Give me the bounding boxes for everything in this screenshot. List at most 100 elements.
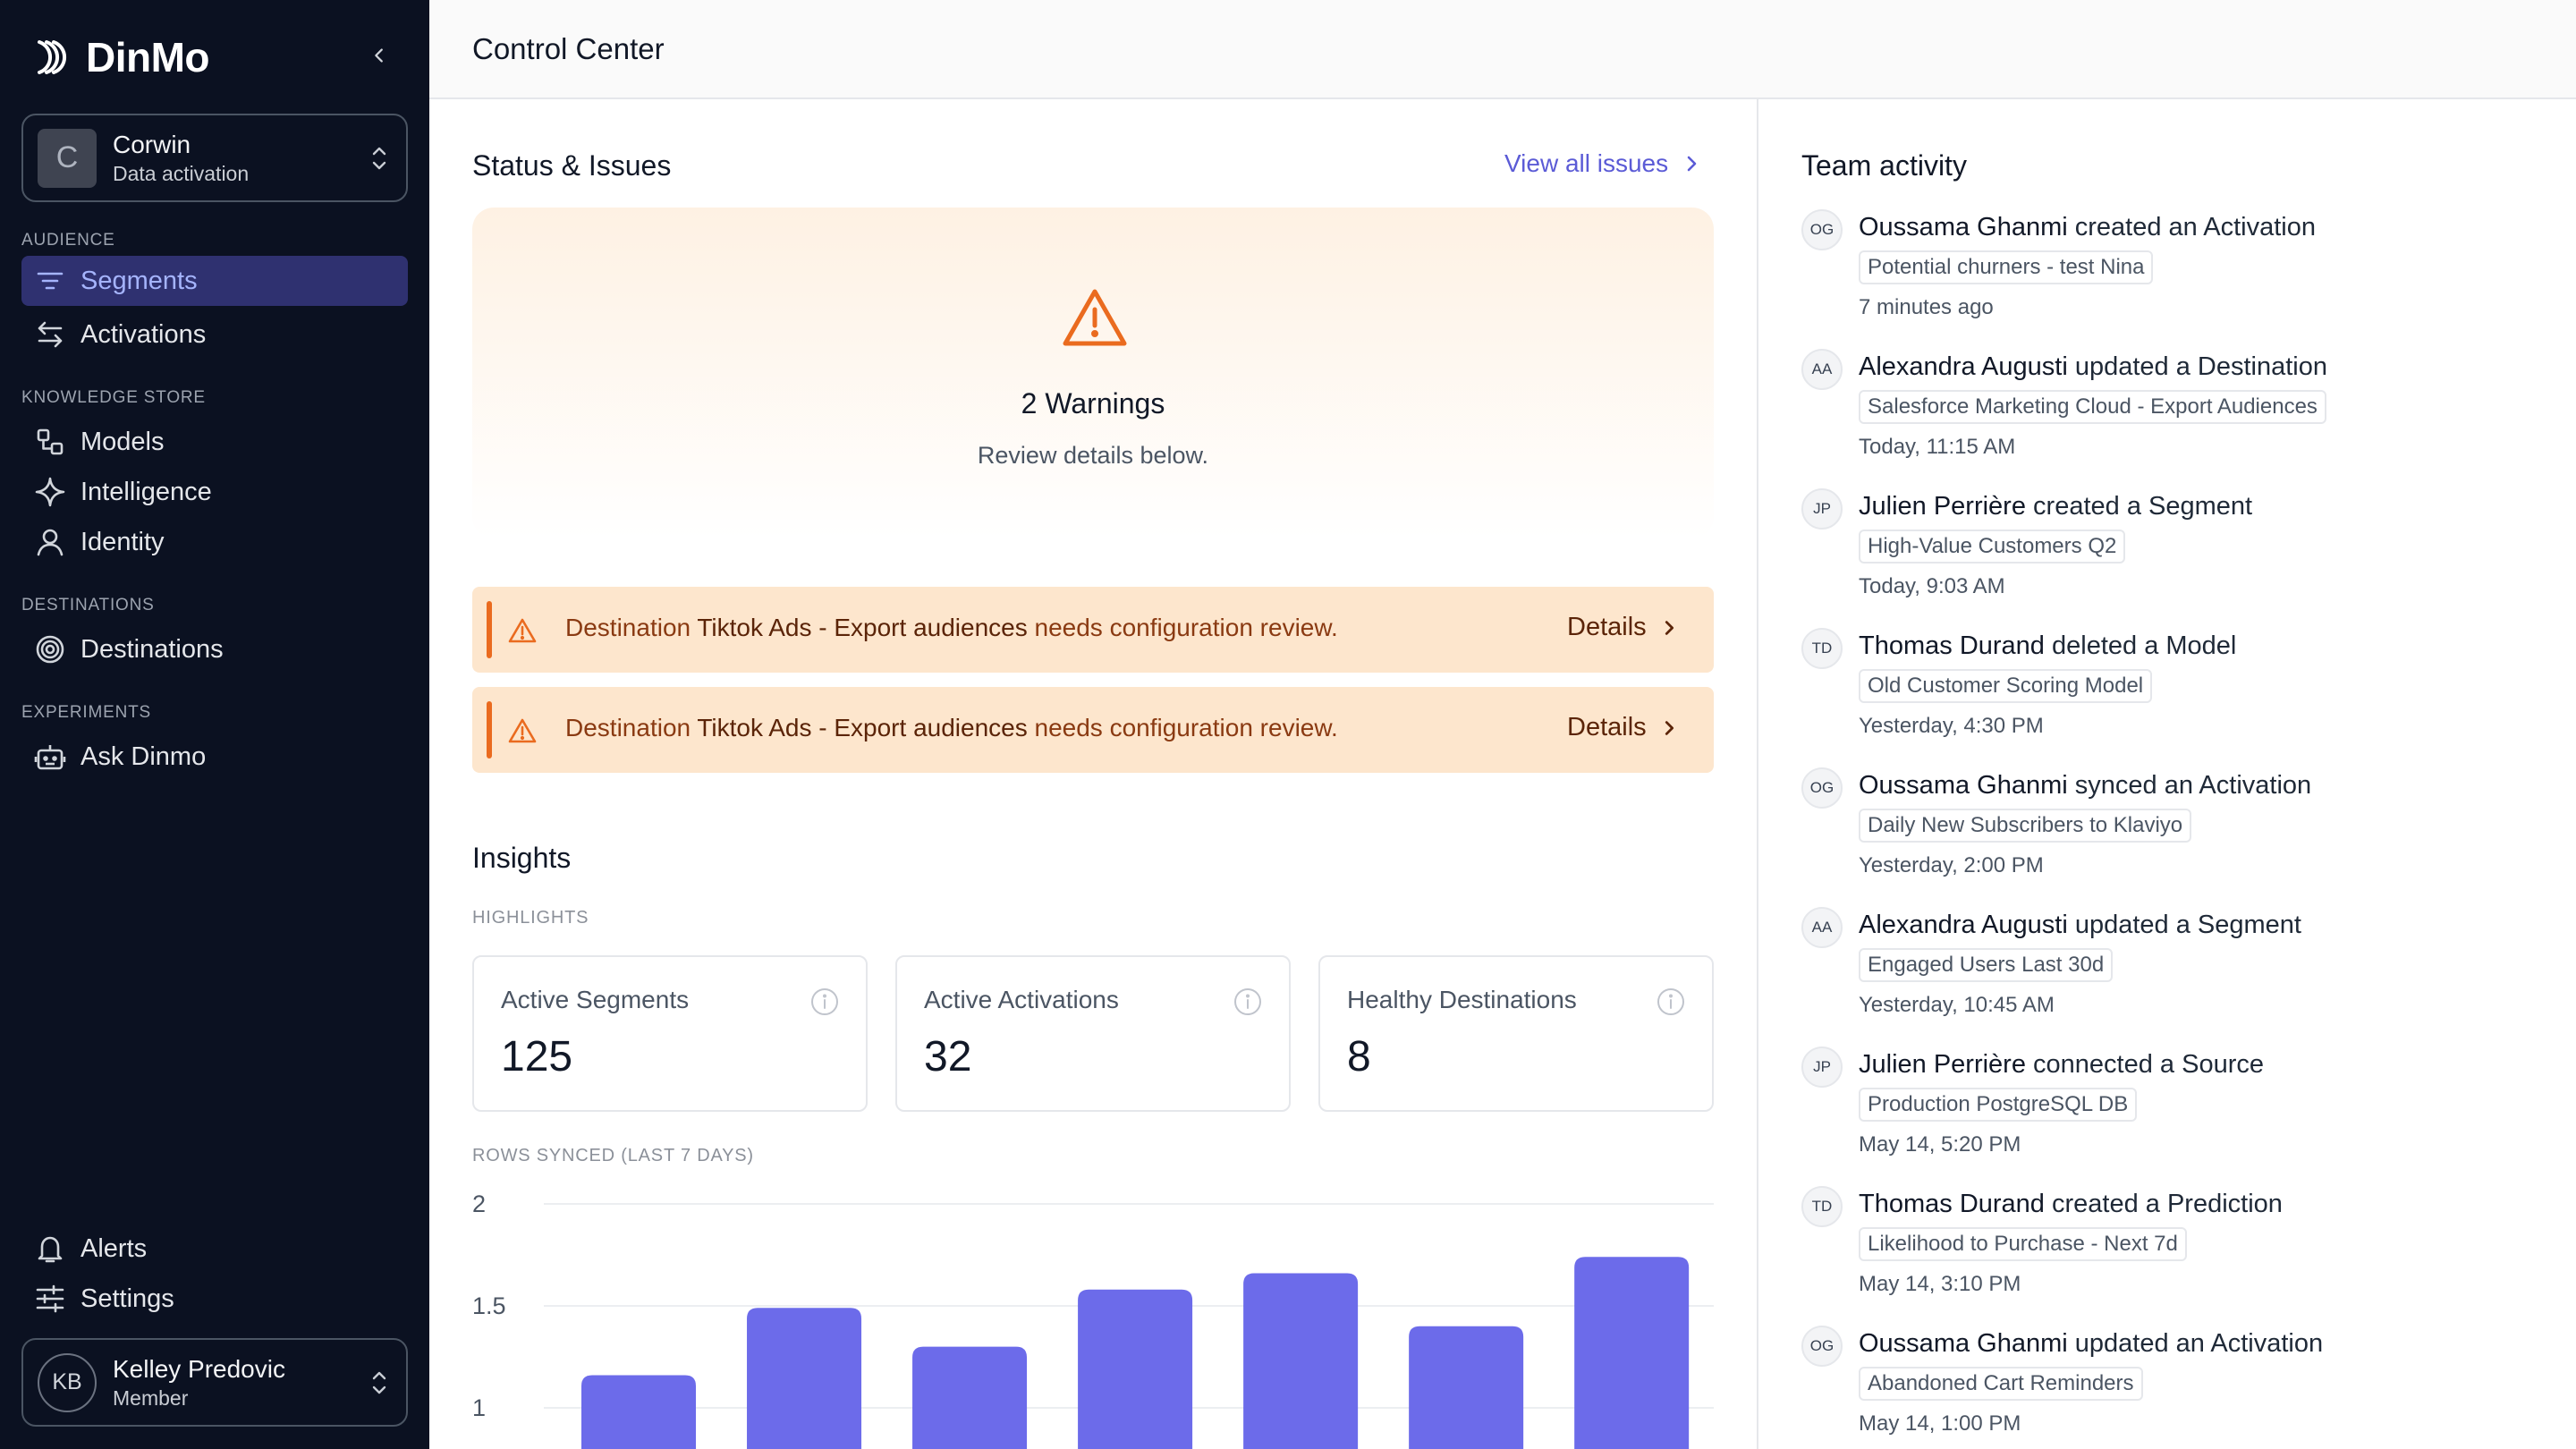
sparkle-icon [35,477,65,507]
sidebar-item-label: Settings [80,1284,174,1313]
sidebar-item-label: Destinations [80,634,224,664]
view-all-issues-label: View all issues [1504,149,1669,177]
activity-object-tag[interactable]: Salesforce Marketing Cloud - Export Audi… [1859,390,2326,424]
sidebar-item-activations[interactable]: Activations [21,309,408,360]
target-icon [36,635,64,664]
panel-divider [1757,99,1758,1449]
section-experiments: EXPERIMENTS [21,703,151,722]
activity-item: OG Oussama Ghanmi updated an Activation Ab… [1801,1315,2535,1449]
activity-timestamp: May 14, 1:00 PM [1859,1411,2021,1436]
activity-description: Oussama Ghanmi updated an Activation [1859,1329,2323,1359]
main-content: Status & Issues View all issues 2 Warnin… [429,99,1757,1449]
activity-item: OG Oussama Ghanmi synced an Activation Dai… [1801,757,2535,896]
avatar: OG [1801,767,1843,809]
warning-triangle-icon [508,718,537,743]
sliders-icon [36,1284,64,1313]
activity-timestamp: Today, 11:15 AM [1859,435,2016,459]
activity-action: synced an Activation [2067,771,2312,800]
activity-timestamp: 7 minutes ago [1859,295,1994,319]
rows-synced-label: ROWS SYNCED (LAST 7 DAYS) [472,1146,754,1165]
activity-actor: Julien Perrière [1859,1050,2026,1079]
activity-action: created a Segment [2025,492,2253,521]
avatar: AA [1801,349,1843,390]
chevron-right-icon [1687,156,1697,172]
sidebar-item-label: Identity [80,527,165,556]
info-icon[interactable] [810,987,839,1016]
sidebar-item-label: Alerts [80,1233,148,1263]
section-destinations: DESTINATIONS [21,596,155,614]
avatar: OG [1801,1326,1843,1367]
activity-object-tag[interactable]: Daily New Subscribers to Klaviyo [1859,809,2192,843]
collapse-sidebar-button[interactable] [363,39,395,72]
team-activity-title: Team activity [1801,149,1967,182]
sidebar-item-label: Segments [80,266,198,295]
view-all-issues-link[interactable]: View all issues [1504,149,1702,178]
y-tick-label: 2 [472,1191,486,1217]
destination-name[interactable]: Tiktok Ads - Export audiences [697,714,1028,741]
brand-logo[interactable]: DinMo [34,32,210,82]
activity-description: Thomas Durand created a Prediction [1859,1190,2283,1219]
chart-bar[interactable] [747,1308,862,1449]
activity-description: Alexandra Augusti updated a Segment [1859,911,2301,940]
sidebar-item-intelligence[interactable]: Intelligence [21,467,408,517]
activity-description: Oussama Ghanmi synced an Activation [1859,771,2311,801]
issue-alert: Destination Tiktok Ads - Export audience… [472,687,1714,773]
activity-object-tag[interactable]: High-Value Customers Q2 [1859,530,2126,564]
chart-bar[interactable] [1078,1289,1193,1449]
sidebar-item-label: Activations [80,319,207,349]
kpi-card-active-activations[interactable]: Active Activations 32 [895,955,1291,1112]
sidebar-item-models[interactable]: Models [21,417,408,467]
chart-bar[interactable] [581,1375,696,1449]
activity-action: updated a Segment [2067,911,2301,939]
alert-message: Destination Tiktok Ads - Export audience… [565,614,1338,641]
info-icon[interactable] [1233,987,1262,1016]
avatar: OG [1801,209,1843,250]
workspace-switcher[interactable]: C Corwin Data activation [21,114,408,202]
kpi-value: 32 [924,1033,972,1080]
sidebar-item-settings[interactable]: Settings [21,1274,408,1324]
warnings-subtitle: Review details below. [977,442,1209,469]
models-icon [37,428,64,455]
user-menu[interactable]: KB Kelley Predovic Member [21,1338,408,1427]
chart-bar[interactable] [912,1346,1028,1449]
kpi-value: 125 [501,1033,573,1080]
chevron-right-icon [1665,620,1674,635]
activity-object-tag[interactable]: Engaged Users Last 30d [1859,948,2114,982]
kpi-card-healthy-destinations[interactable]: Healthy Destinations 8 [1318,955,1714,1112]
kpi-value: 8 [1347,1033,1371,1080]
sidebar: DinMo C Corwin Data activation AUDIENCE … [0,0,429,1449]
info-icon[interactable] [1657,987,1685,1016]
details-button[interactable]: Details [1567,613,1679,642]
alert-accent-bar [487,601,492,658]
activity-actor: Alexandra Augusti [1859,911,2068,939]
kpi-card-active-segments[interactable]: Active Segments 125 [472,955,868,1112]
activity-object-tag[interactable]: Potential churners - test Nina [1859,250,2154,284]
brand-name: DinMo [86,34,210,80]
activity-action: updated a Destination [2067,352,2327,381]
chart-bar[interactable] [1574,1257,1690,1449]
sidebar-item-ask-dinmo[interactable]: Ask Dinmo [21,732,408,782]
details-button[interactable]: Details [1567,713,1679,742]
team-activity-panel: Team activity OG Oussama Ghanmi created a… [1758,99,2576,1449]
sidebar-item-label: Ask Dinmo [80,741,207,771]
chart-bar[interactable] [1409,1326,1524,1449]
top-bar: Control Center [429,0,2576,99]
workspace-name: Corwin [113,130,191,158]
chart-bar[interactable] [1243,1273,1359,1449]
destination-name[interactable]: Tiktok Ads - Export audiences [697,614,1028,641]
activity-object-tag[interactable]: Old Customer Scoring Model [1859,669,2153,703]
activity-timestamp: Yesterday, 4:30 PM [1859,714,2044,738]
chevron-up-down-icon [372,147,386,169]
kpi-label: Active Segments [501,986,690,1013]
sidebar-item-identity[interactable]: Identity [21,517,408,567]
sidebar-item-segments[interactable]: Segments [21,256,408,306]
details-label: Details [1567,613,1647,641]
activity-actor: Oussama Ghanmi [1859,771,2068,800]
insights-title: Insights [472,842,572,874]
activity-object-tag[interactable]: Abandoned Cart Reminders [1859,1367,2143,1401]
sidebar-item-destinations[interactable]: Destinations [21,624,408,674]
sidebar-item-label: Intelligence [80,477,212,506]
activity-object-tag[interactable]: Likelihood to Purchase - Next 7d [1859,1227,2187,1261]
activity-object-tag[interactable]: Production PostgreSQL DB [1859,1088,2138,1122]
sidebar-item-alerts[interactable]: Alerts [21,1224,408,1274]
